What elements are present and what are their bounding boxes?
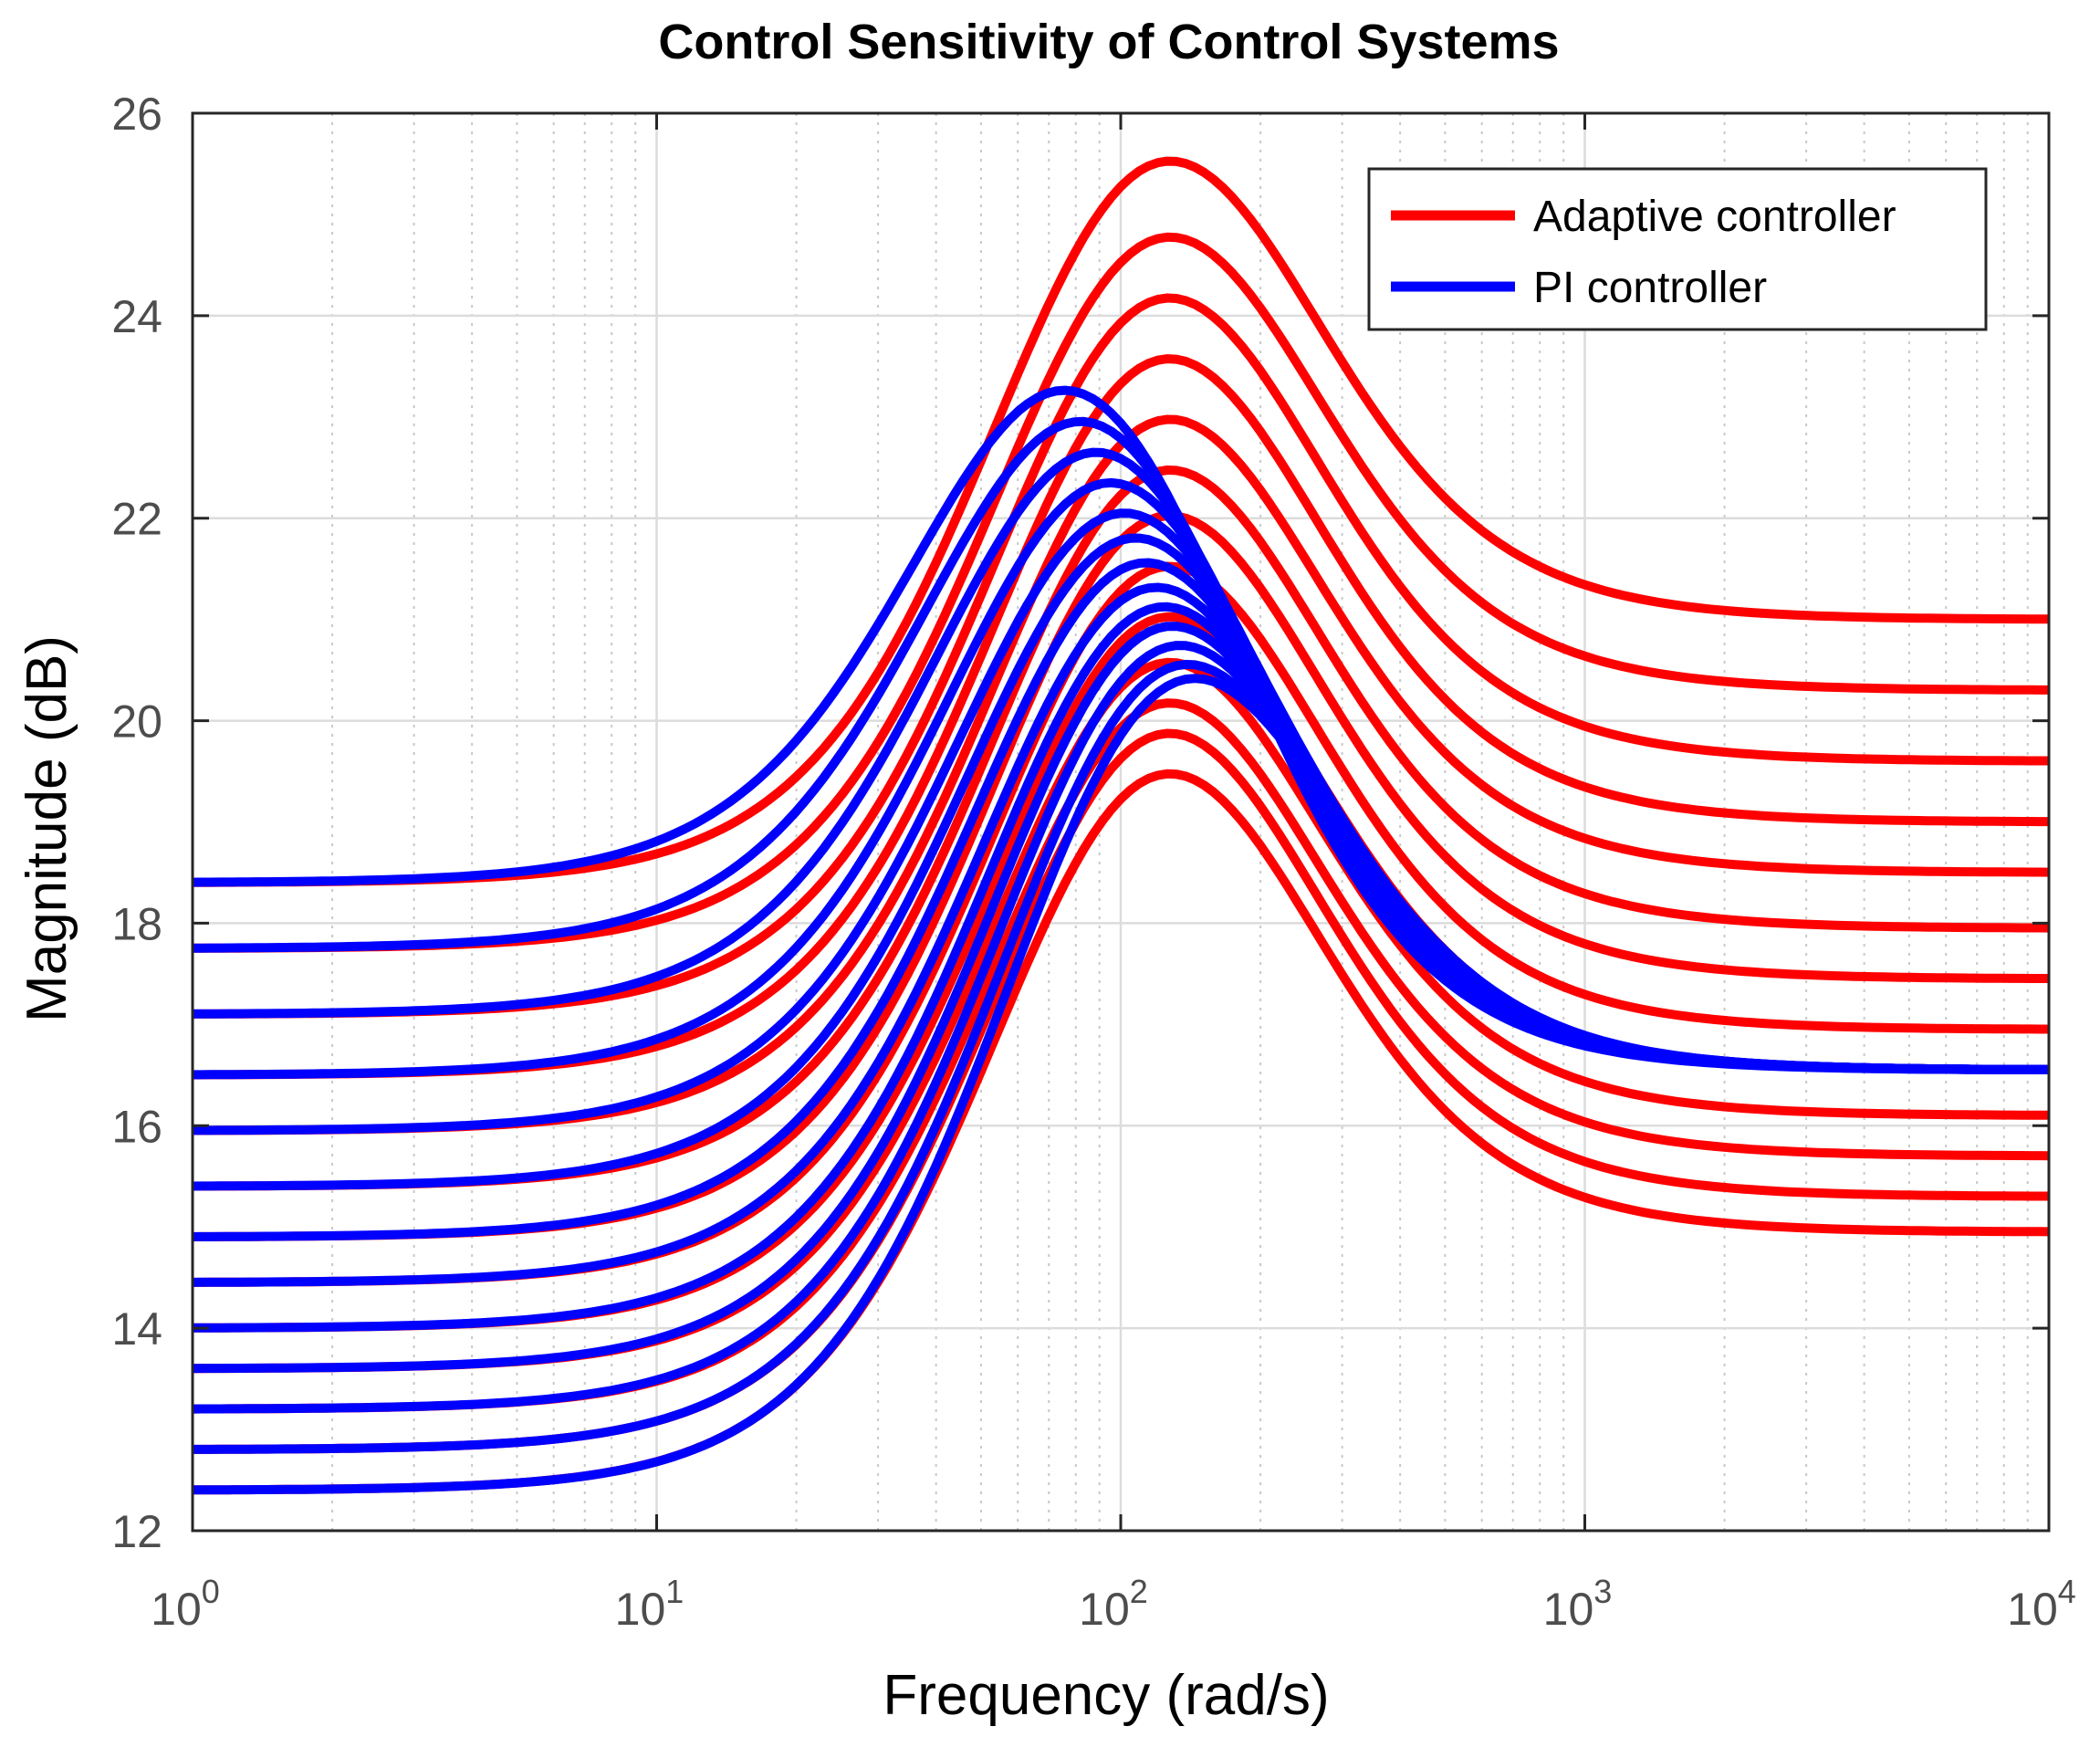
y-axis-label: Magnitude (dB) [16, 635, 78, 1022]
y-tick-label: 20 [111, 696, 162, 748]
y-tick-label: 24 [111, 291, 162, 342]
y-axis-ticks: 12 14 16 18 20 22 24 26 [111, 89, 2049, 1557]
legend-box [1367, 167, 1988, 331]
x-tick-label: 100 [151, 1573, 220, 1635]
legend-label-pi: PI controller [1533, 264, 1767, 312]
y-tick-label: 18 [111, 898, 162, 949]
legend: Adaptive controller PI controller [1367, 167, 1988, 331]
legend-label-adaptive: Adaptive controller [1533, 193, 1896, 241]
y-tick-label: 12 [111, 1506, 162, 1557]
x-tick-label: 103 [1543, 1573, 1613, 1635]
x-axis-ticks: 100 101 102 103 104 [151, 113, 2076, 1635]
series-group [193, 156, 2049, 1495]
chart-title: Control Sensitivity of Control Systems [658, 15, 1559, 69]
x-tick-label: 104 [2007, 1573, 2076, 1635]
x-axis-label: Frequency (rad/s) [883, 1664, 1329, 1727]
y-tick-label: 26 [111, 89, 162, 140]
plot-area [191, 111, 2051, 1533]
pi-curve-25 [193, 674, 2049, 1495]
x-tick-label: 102 [1079, 1573, 1148, 1635]
y-tick-label: 14 [111, 1303, 162, 1355]
x-tick-label: 101 [615, 1573, 684, 1635]
y-tick-label: 16 [111, 1101, 162, 1152]
y-tick-label: 22 [111, 494, 162, 545]
